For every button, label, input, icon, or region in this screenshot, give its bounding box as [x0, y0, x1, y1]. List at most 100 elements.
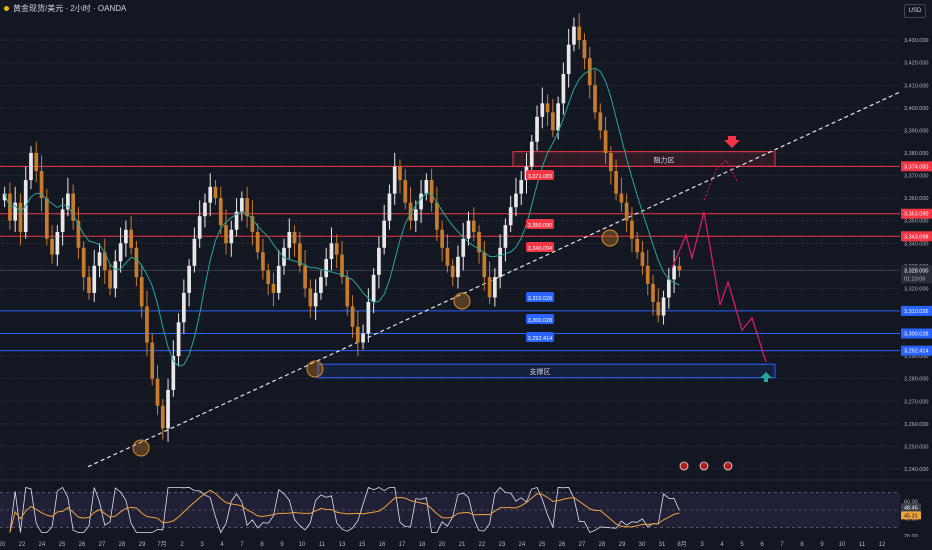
candle-body: [635, 238, 640, 253]
candle-body: [413, 209, 418, 221]
candle-body: [608, 152, 613, 172]
candle-body: [208, 186, 213, 203]
x-tick-label: 15: [359, 542, 366, 548]
price-tag-text: 3,371.083: [528, 174, 552, 180]
x-tick-label: 26: [559, 542, 566, 548]
candle-body: [324, 259, 329, 278]
symbol-title: 黄金现货/美元 · 2小时 · OANDA: [13, 4, 127, 13]
down-arrow-icon: [724, 136, 740, 148]
candle-body: [350, 306, 355, 327]
resistance-zone-label: 阻力区: [654, 156, 675, 165]
y-tick-label: 3,430.000: [904, 38, 928, 44]
x-tick-label: 4: [220, 542, 224, 548]
swing-circle: [601, 229, 619, 247]
candle-body: [440, 229, 444, 248]
candle-body: [493, 277, 497, 298]
candle-body: [150, 342, 155, 379]
x-tick-label: 27: [579, 542, 586, 548]
candle-body: [419, 193, 423, 210]
price-tag-box: [526, 170, 554, 180]
candles: [2, 13, 682, 442]
swing-markers: [132, 229, 619, 457]
up-arrow-icon: [760, 372, 772, 382]
grid: [0, 39, 900, 470]
candle-body: [282, 247, 286, 266]
y-tick-label: 3,270.000: [904, 399, 928, 405]
x-tick-label: 10: [839, 542, 846, 548]
candle-body: [171, 356, 176, 390]
swing-circle: [306, 360, 324, 378]
candle-body: [13, 202, 18, 221]
candle-body: [471, 220, 476, 232]
candle-body: [487, 277, 492, 298]
candle-body: [593, 85, 597, 113]
axis-price-tag: [901, 328, 932, 339]
candle-body: [577, 26, 582, 41]
swing-circle: [132, 439, 150, 457]
chart-header: 黄金现货/美元 · 2小时 · OANDA: [4, 3, 126, 14]
last-price-box: [901, 265, 932, 284]
rsi-value: 48.45: [904, 505, 918, 511]
candle-body: [319, 277, 323, 293]
candle-body: [118, 243, 123, 262]
candle-body: [192, 238, 197, 266]
candle-body: [603, 130, 608, 153]
candle-body: [276, 265, 281, 293]
x-tick-label: 8: [260, 542, 264, 548]
candle-body: [92, 265, 97, 293]
y-tick-label: 3,400.000: [904, 106, 928, 112]
candle-body: [18, 202, 23, 232]
x-tick-label: 28: [119, 542, 126, 548]
candle-body: [245, 198, 249, 217]
x-tick-label: 5: [740, 542, 744, 548]
axis-price-tag-text: 3,343.098: [904, 234, 928, 240]
candle-body: [450, 265, 455, 278]
axis-price-tag-text: 3,374.083: [904, 164, 928, 170]
x-axis-bg: [0, 537, 932, 550]
candle-body: [129, 229, 133, 248]
x-tick-label: 30: [639, 542, 646, 548]
candle-body: [566, 44, 571, 74]
candle-body: [66, 193, 70, 210]
x-tick-label: 22: [19, 542, 26, 548]
last-price-text: 3,328.000: [904, 268, 928, 274]
candle-body: [266, 270, 271, 284]
projection-red-path: [671, 211, 767, 363]
dashed-trendline: [87, 91, 901, 468]
rsi-tick-label: 40.00: [904, 517, 918, 523]
rsi-tick-label: 60.00: [904, 499, 918, 505]
candle-body: [403, 180, 408, 203]
candle-body: [218, 198, 223, 226]
candle-body: [519, 180, 524, 194]
candle-body: [334, 243, 339, 255]
candle-body: [250, 216, 255, 232]
candle-body: [108, 270, 112, 289]
candle-body: [624, 202, 629, 221]
x-tick-label: 7: [240, 542, 244, 548]
candle-body: [50, 238, 54, 255]
event-flag-icon: [723, 461, 733, 471]
candle-body: [2, 193, 7, 201]
candle-body: [87, 277, 91, 293]
x-tick-label: 26: [79, 542, 86, 548]
price-tag-text: 3,310.026: [528, 296, 552, 302]
x-tick-label: 2: [180, 542, 184, 548]
candle-body: [377, 247, 381, 275]
x-tick-label: 12: [879, 542, 886, 548]
candle-body: [514, 193, 518, 208]
candle-body: [445, 247, 450, 266]
candle-body: [382, 220, 387, 248]
currency-button[interactable]: USD: [904, 4, 926, 18]
axis-price-tag-text: 3,353.090: [904, 212, 928, 218]
candle-body: [598, 112, 603, 131]
x-tick-label: 9: [820, 542, 824, 548]
candle-body: [551, 112, 555, 131]
x-tick-label: 9: [280, 542, 284, 548]
x-tick-label: 7月: [157, 541, 166, 548]
y-tick-label: 3,350.000: [904, 219, 928, 225]
price-tag-text: 3,292.414: [528, 336, 552, 342]
candle-body: [240, 198, 244, 212]
